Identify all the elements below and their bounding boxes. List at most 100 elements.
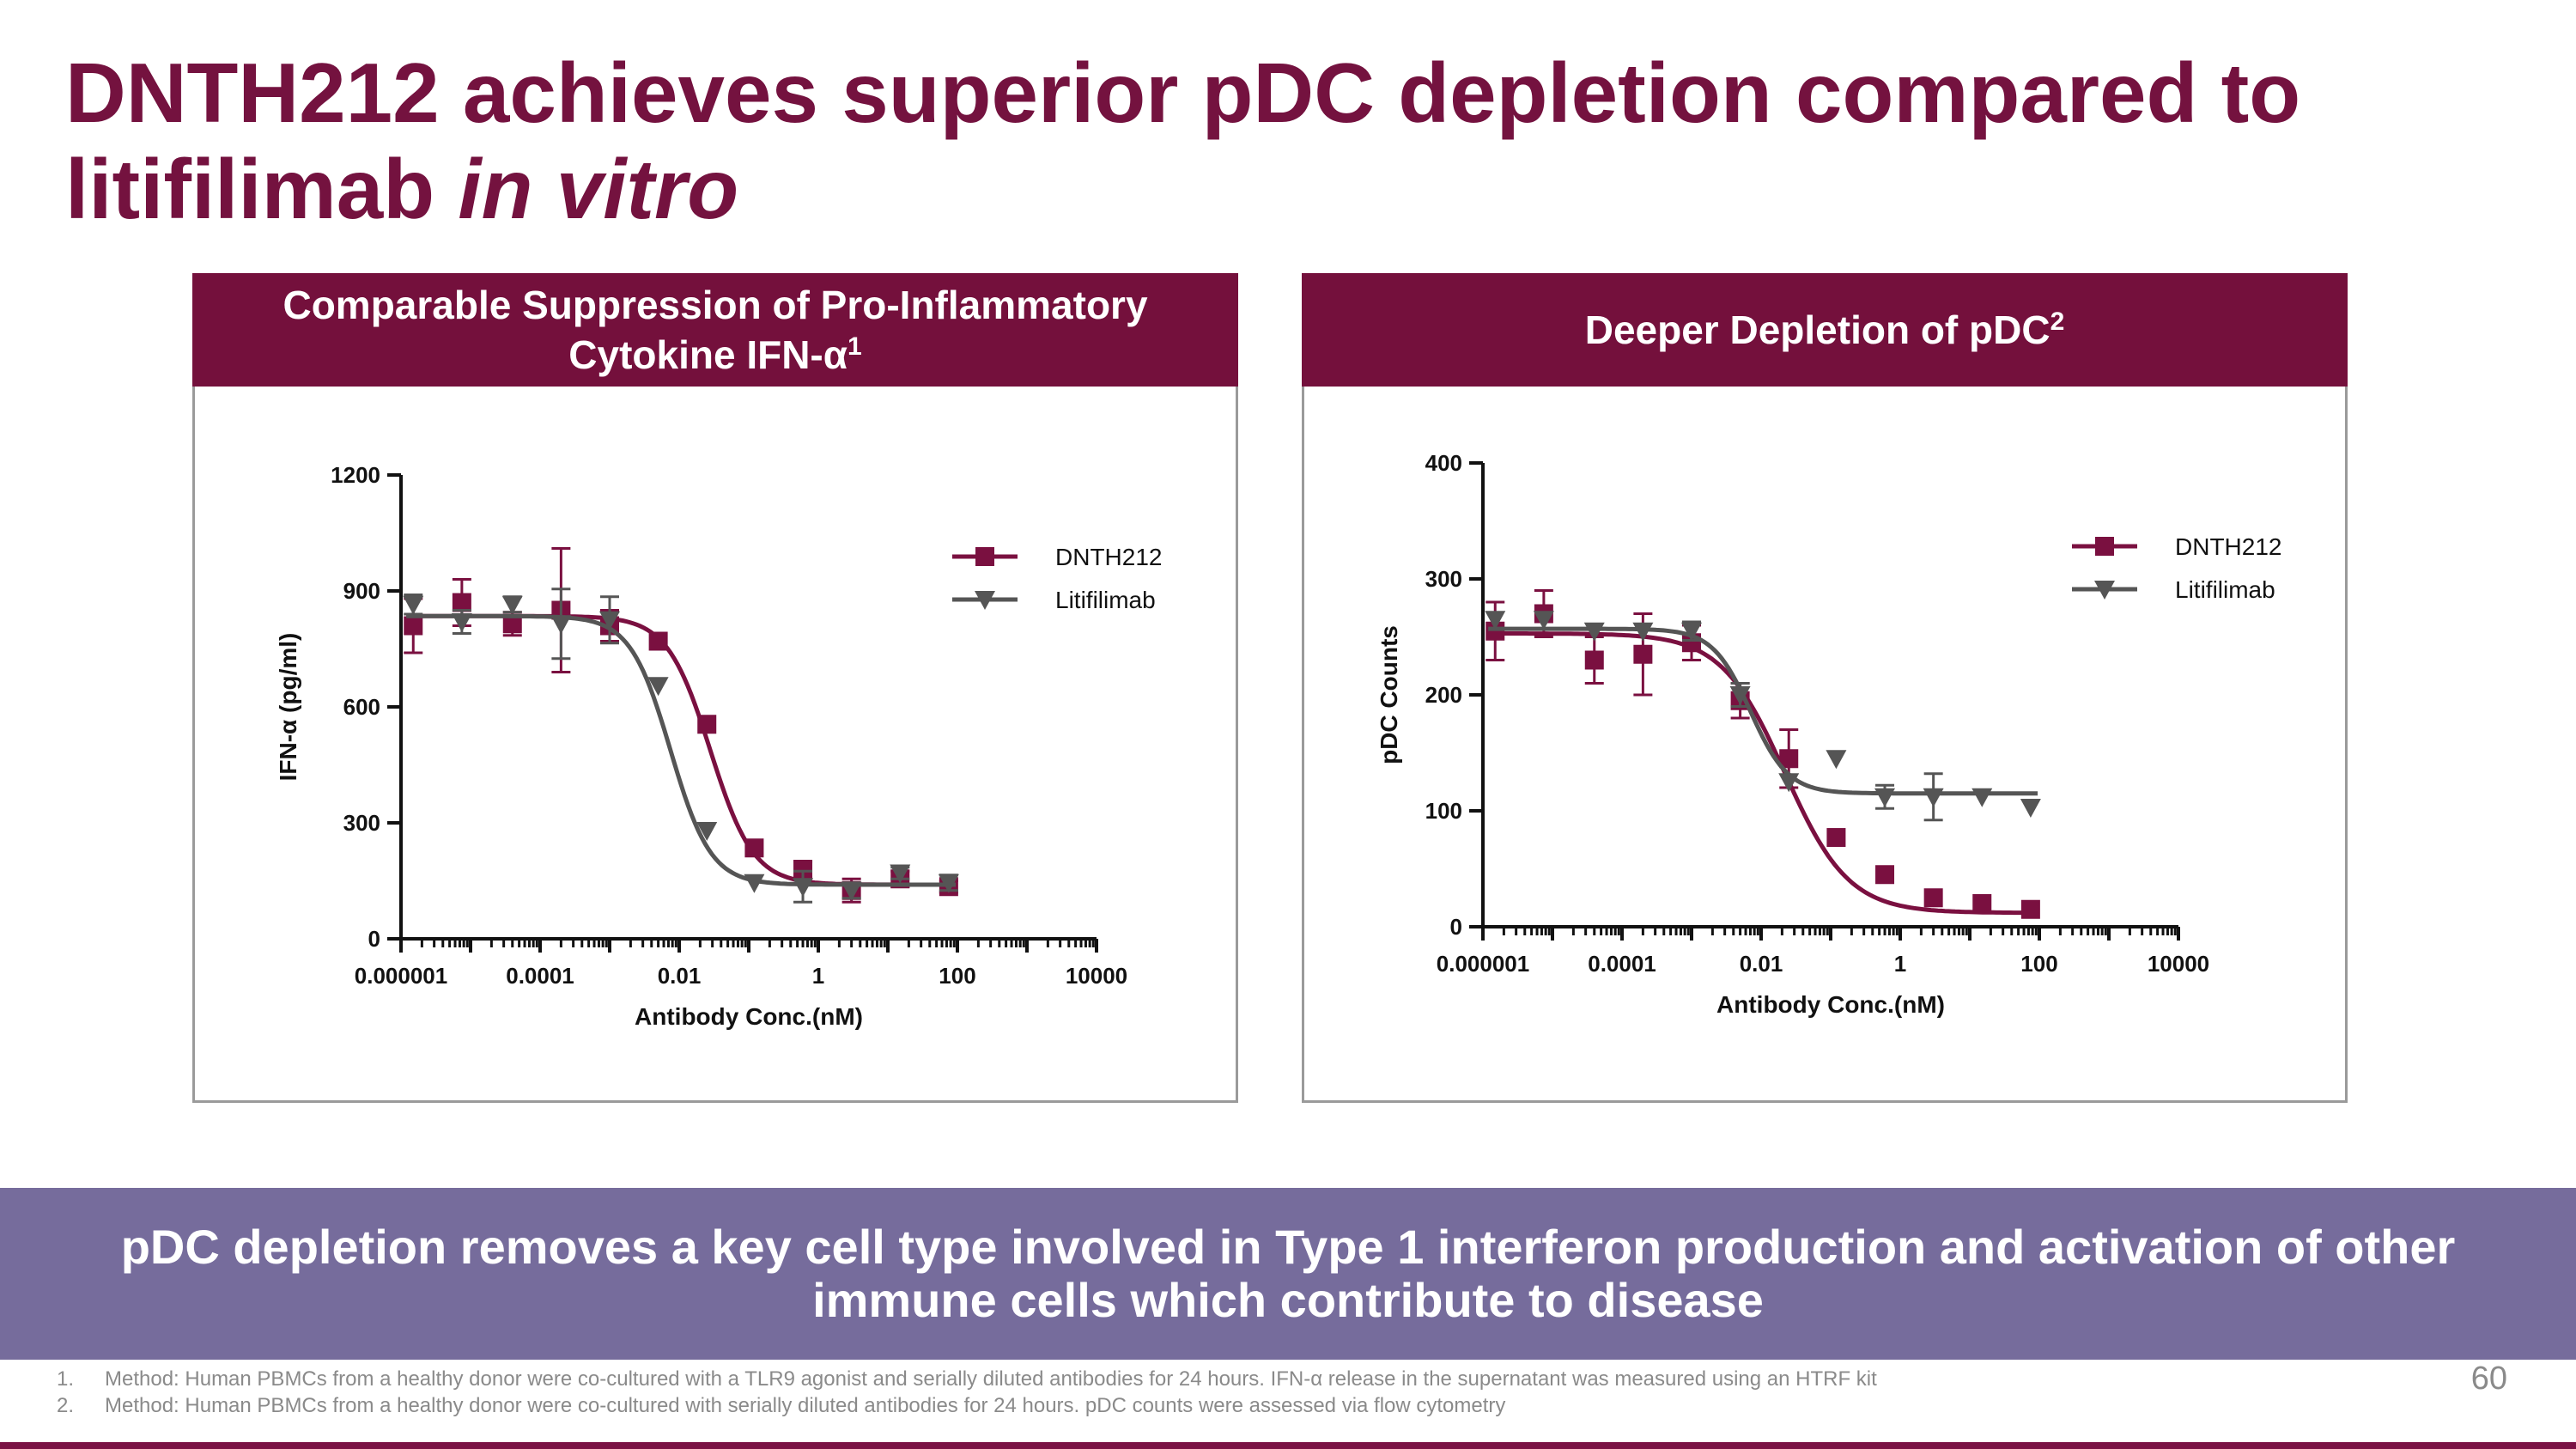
- y-tick-label: 400: [1425, 450, 1462, 476]
- data-point: [1584, 650, 1604, 670]
- data-point: [744, 838, 764, 858]
- x-tick-label: 0.000001: [355, 963, 447, 989]
- data-point: [2020, 798, 2041, 818]
- data-point: [1583, 622, 1605, 642]
- legend-marker: [975, 547, 994, 566]
- data-point: [404, 616, 423, 636]
- data-point: [452, 593, 471, 612]
- chart-panel-ifn: Comparable Suppression of Pro-Inflammato…: [192, 273, 1238, 1103]
- legend-label: DNTH212: [1055, 544, 1162, 570]
- data-point: [1826, 828, 1846, 848]
- x-tick-label: 100: [2020, 951, 2057, 977]
- legend-label: Litifilimab: [1055, 587, 1156, 613]
- data-point: [501, 595, 523, 615]
- data-point: [1533, 611, 1554, 630]
- data-point: [697, 715, 717, 734]
- footnote-text: Method: Human PBMCs from a healthy donor…: [105, 1394, 1506, 1417]
- fit-curve: [1488, 626, 2038, 796]
- page-title-main: DNTH212 achieves superior pDC depletion …: [65, 46, 2301, 236]
- x-axis-label: Antibody Conc.(nM): [635, 1003, 863, 1030]
- fit-curve: [406, 613, 956, 887]
- series-litifilimab: [403, 588, 959, 904]
- data-point: [1826, 750, 1847, 770]
- footnote-item: 2. Method: Human PBMCs from a healthy do…: [57, 1392, 2117, 1419]
- footnote-ref: 2: [2050, 307, 2065, 336]
- x-tick-label: 0.01: [658, 963, 702, 989]
- data-point: [1779, 749, 1799, 769]
- x-tick-label: 10000: [1066, 963, 1127, 989]
- fit-curve: [406, 613, 956, 887]
- y-axis-label: IFN-α (pg/ml): [275, 633, 301, 782]
- page-title: DNTH212 achieves superior pDC depletion …: [65, 45, 2521, 237]
- footnotes: 1. Method: Human PBMCs from a healthy do…: [57, 1366, 2117, 1419]
- data-point: [1778, 773, 1800, 793]
- data-point: [1633, 644, 1653, 664]
- data-point: [502, 614, 522, 634]
- y-tick-label: 200: [1425, 682, 1462, 708]
- y-tick-label: 300: [1425, 566, 1462, 592]
- data-point: [890, 864, 911, 884]
- x-tick-label: 1: [812, 963, 824, 989]
- data-point: [1729, 686, 1751, 705]
- series-dnth212: [1485, 589, 2040, 919]
- data-point: [1875, 865, 1895, 885]
- legend-marker: [2095, 537, 2114, 556]
- x-tick-label: 0.0001: [1588, 951, 1656, 977]
- y-tick-label: 900: [343, 578, 380, 604]
- page-title-italic: in vitro: [458, 142, 739, 236]
- legend-marker: [975, 591, 995, 610]
- data-point: [744, 874, 765, 893]
- data-point: [841, 881, 862, 901]
- data-point: [648, 631, 668, 651]
- footnote-number: 1.: [57, 1367, 75, 1391]
- data-point: [1485, 611, 1506, 630]
- y-tick-label: 300: [343, 810, 380, 836]
- fit-curve: [1488, 631, 2038, 916]
- data-point: [1923, 788, 1944, 807]
- chart-panel-pdc: Deeper Depletion of pDC2 0 100 200 300 400 0.…: [1302, 273, 2348, 1103]
- data-point: [1923, 888, 1943, 908]
- x-tick-label: 100: [939, 963, 975, 989]
- legend-label: Litifilimab: [2175, 576, 2275, 603]
- data-point: [793, 878, 814, 898]
- pdc-chart: 0 100 200 300 400 0.000001 0.0001 0.01 1 100 10000…: [1376, 450, 2281, 1018]
- legend-label: DNTH212: [2175, 533, 2281, 560]
- y-tick-label: 100: [1425, 798, 1462, 824]
- data-point: [793, 860, 813, 879]
- x-tick-label: 0.0001: [506, 963, 574, 989]
- series-litifilimab: [1485, 611, 2041, 822]
- x-tick-label: 0.01: [1740, 951, 1783, 977]
- data-point: [1971, 788, 1993, 807]
- y-tick-label: 1200: [331, 462, 380, 488]
- data-point: [647, 677, 669, 697]
- x-axis-label: Antibody Conc.(nM): [1716, 991, 1945, 1018]
- panel-header-text: Deeper Depletion of pDC: [1584, 307, 2050, 352]
- data-point: [1972, 894, 1992, 913]
- key-message-banner: pDC depletion removes a key cell type in…: [0, 1188, 2576, 1360]
- x-tick-label: 1: [1894, 951, 1906, 977]
- data-point: [696, 822, 718, 841]
- data-point: [451, 613, 472, 632]
- bottom-accent-bar: [0, 1442, 2576, 1449]
- ifn-chart: 0 300 600 900 1200 0.000001 0.0001 0.01 1 100 1000…: [275, 462, 1162, 1030]
- y-axis-label: pDC Counts: [1376, 625, 1402, 764]
- chart-panel-header: Comparable Suppression of Pro-Inflammato…: [192, 273, 1238, 387]
- legend-marker: [2094, 581, 2115, 600]
- footnote-item: 1. Method: Human PBMCs from a healthy do…: [57, 1366, 2117, 1392]
- chart-panel-header: Deeper Depletion of pDC2: [1302, 273, 2348, 387]
- data-point: [1681, 622, 1702, 642]
- y-tick-label: 0: [368, 926, 380, 952]
- page-number: 60: [2470, 1361, 2507, 1397]
- footnote-ref: 1: [848, 332, 862, 361]
- data-point: [1874, 788, 1896, 807]
- series-dnth212: [404, 547, 958, 904]
- banner-text: pDC depletion removes a key cell type in…: [120, 1220, 2456, 1327]
- data-point: [1632, 622, 1654, 642]
- footnote-text: Method: Human PBMCs from a healthy donor…: [105, 1367, 1877, 1391]
- data-point: [2020, 899, 2040, 919]
- data-point: [550, 615, 572, 635]
- data-point: [403, 595, 424, 615]
- data-point: [938, 874, 959, 893]
- y-tick-label: 600: [343, 694, 380, 720]
- data-point: [1485, 621, 1505, 641]
